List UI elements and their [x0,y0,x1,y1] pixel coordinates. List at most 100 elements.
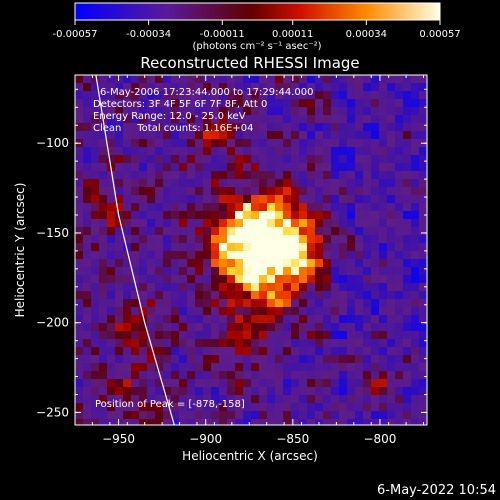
heatmap-cell [411,91,419,99]
heatmap-cell [355,307,363,315]
heatmap-cell [155,291,163,299]
heatmap-cell [323,243,331,251]
heatmap-cell [219,331,227,339]
heatmap-cell [203,363,211,371]
heatmap-cell [259,219,267,227]
heatmap-cell [283,227,291,235]
heatmap-cell [347,123,355,131]
heatmap-cell [395,75,403,83]
heatmap-cell [171,147,179,155]
heatmap-cell [395,123,403,131]
heatmap-cell [83,139,91,147]
heatmap-cell [147,155,155,163]
heatmap-cell [187,163,195,171]
heatmap-cell [251,91,259,99]
heatmap-cell [315,147,323,155]
heatmap-cell [395,355,403,363]
heatmap-cell [75,307,83,315]
heatmap-cell [323,291,331,299]
heatmap-cell [363,307,371,315]
heatmap-cell [227,235,235,243]
heatmap-cell [163,259,171,267]
heatmap-cell [131,91,139,99]
heatmap-cell [243,259,251,267]
heatmap-cell [419,235,427,243]
heatmap-cell [155,227,163,235]
heatmap-cell [219,395,227,403]
heatmap-cell [219,411,227,419]
heatmap-cell [267,211,275,219]
heatmap-cell [163,243,171,251]
heatmap-cell [139,147,147,155]
heatmap-cell [163,139,171,147]
heatmap-cell [83,187,91,195]
heatmap-cell [99,403,107,411]
heatmap-cell [211,291,219,299]
heatmap-cell [235,155,243,163]
heatmap-cell [339,99,347,107]
heatmap-cell [123,363,131,371]
heatmap-cell [307,379,315,387]
heatmap-cell [371,75,379,83]
heatmap-cell [163,179,171,187]
heatmap-cell [115,243,123,251]
heatmap-cell [275,371,283,379]
heatmap-cell [227,307,235,315]
heatmap-cell [195,179,203,187]
heatmap-cell [331,307,339,315]
heatmap-cell [235,355,243,363]
heatmap-cell [331,339,339,347]
heatmap-cell [75,107,83,115]
heatmap-cell [251,123,259,131]
heatmap-cell [267,155,275,163]
heatmap-cell [379,147,387,155]
heatmap-cell [275,131,283,139]
heatmap-cell [347,307,355,315]
heatmap-cell [419,99,427,107]
heatmap-cell [275,355,283,363]
heatmap-cell [107,395,115,403]
heatmap-cell [163,291,171,299]
heatmap-cell [259,371,267,379]
heatmap-cell [227,139,235,147]
heatmap-cell [363,147,371,155]
heatmap-cell [331,243,339,251]
heatmap-cell [347,259,355,267]
heatmap-cell [227,187,235,195]
heatmap-cell [347,267,355,275]
heatmap-cell [339,235,347,243]
heatmap-cell [195,299,203,307]
heatmap-cell [99,283,107,291]
heatmap-cell [267,75,275,83]
heatmap-cell [211,171,219,179]
heatmap-cell [339,379,347,387]
heatmap-cell [219,75,227,83]
heatmap-cell [91,363,99,371]
heatmap-cell [131,355,139,363]
heatmap-cell [235,323,243,331]
heatmap-cell [291,243,299,251]
heatmap-cell [347,171,355,179]
heatmap-cell [219,315,227,323]
heatmap-cell [275,283,283,291]
heatmap-cell [107,171,115,179]
heatmap-cell [99,379,107,387]
heatmap-cell [323,235,331,243]
heatmap-cell [331,123,339,131]
heatmap-cell [147,243,155,251]
heatmap-cell [259,235,267,243]
heatmap-cell [347,187,355,195]
heatmap-cell [243,203,251,211]
heatmap-cell [339,107,347,115]
heatmap-cell [307,259,315,267]
heatmap-cell [387,195,395,203]
heatmap-cell [123,131,131,139]
heatmap-cell [75,347,83,355]
plot-frame [74,74,428,426]
heatmap-cell [219,163,227,171]
heatmap-cell [355,379,363,387]
heatmap-cell [347,195,355,203]
heatmap-cell [291,339,299,347]
heatmap-cell [139,163,147,171]
